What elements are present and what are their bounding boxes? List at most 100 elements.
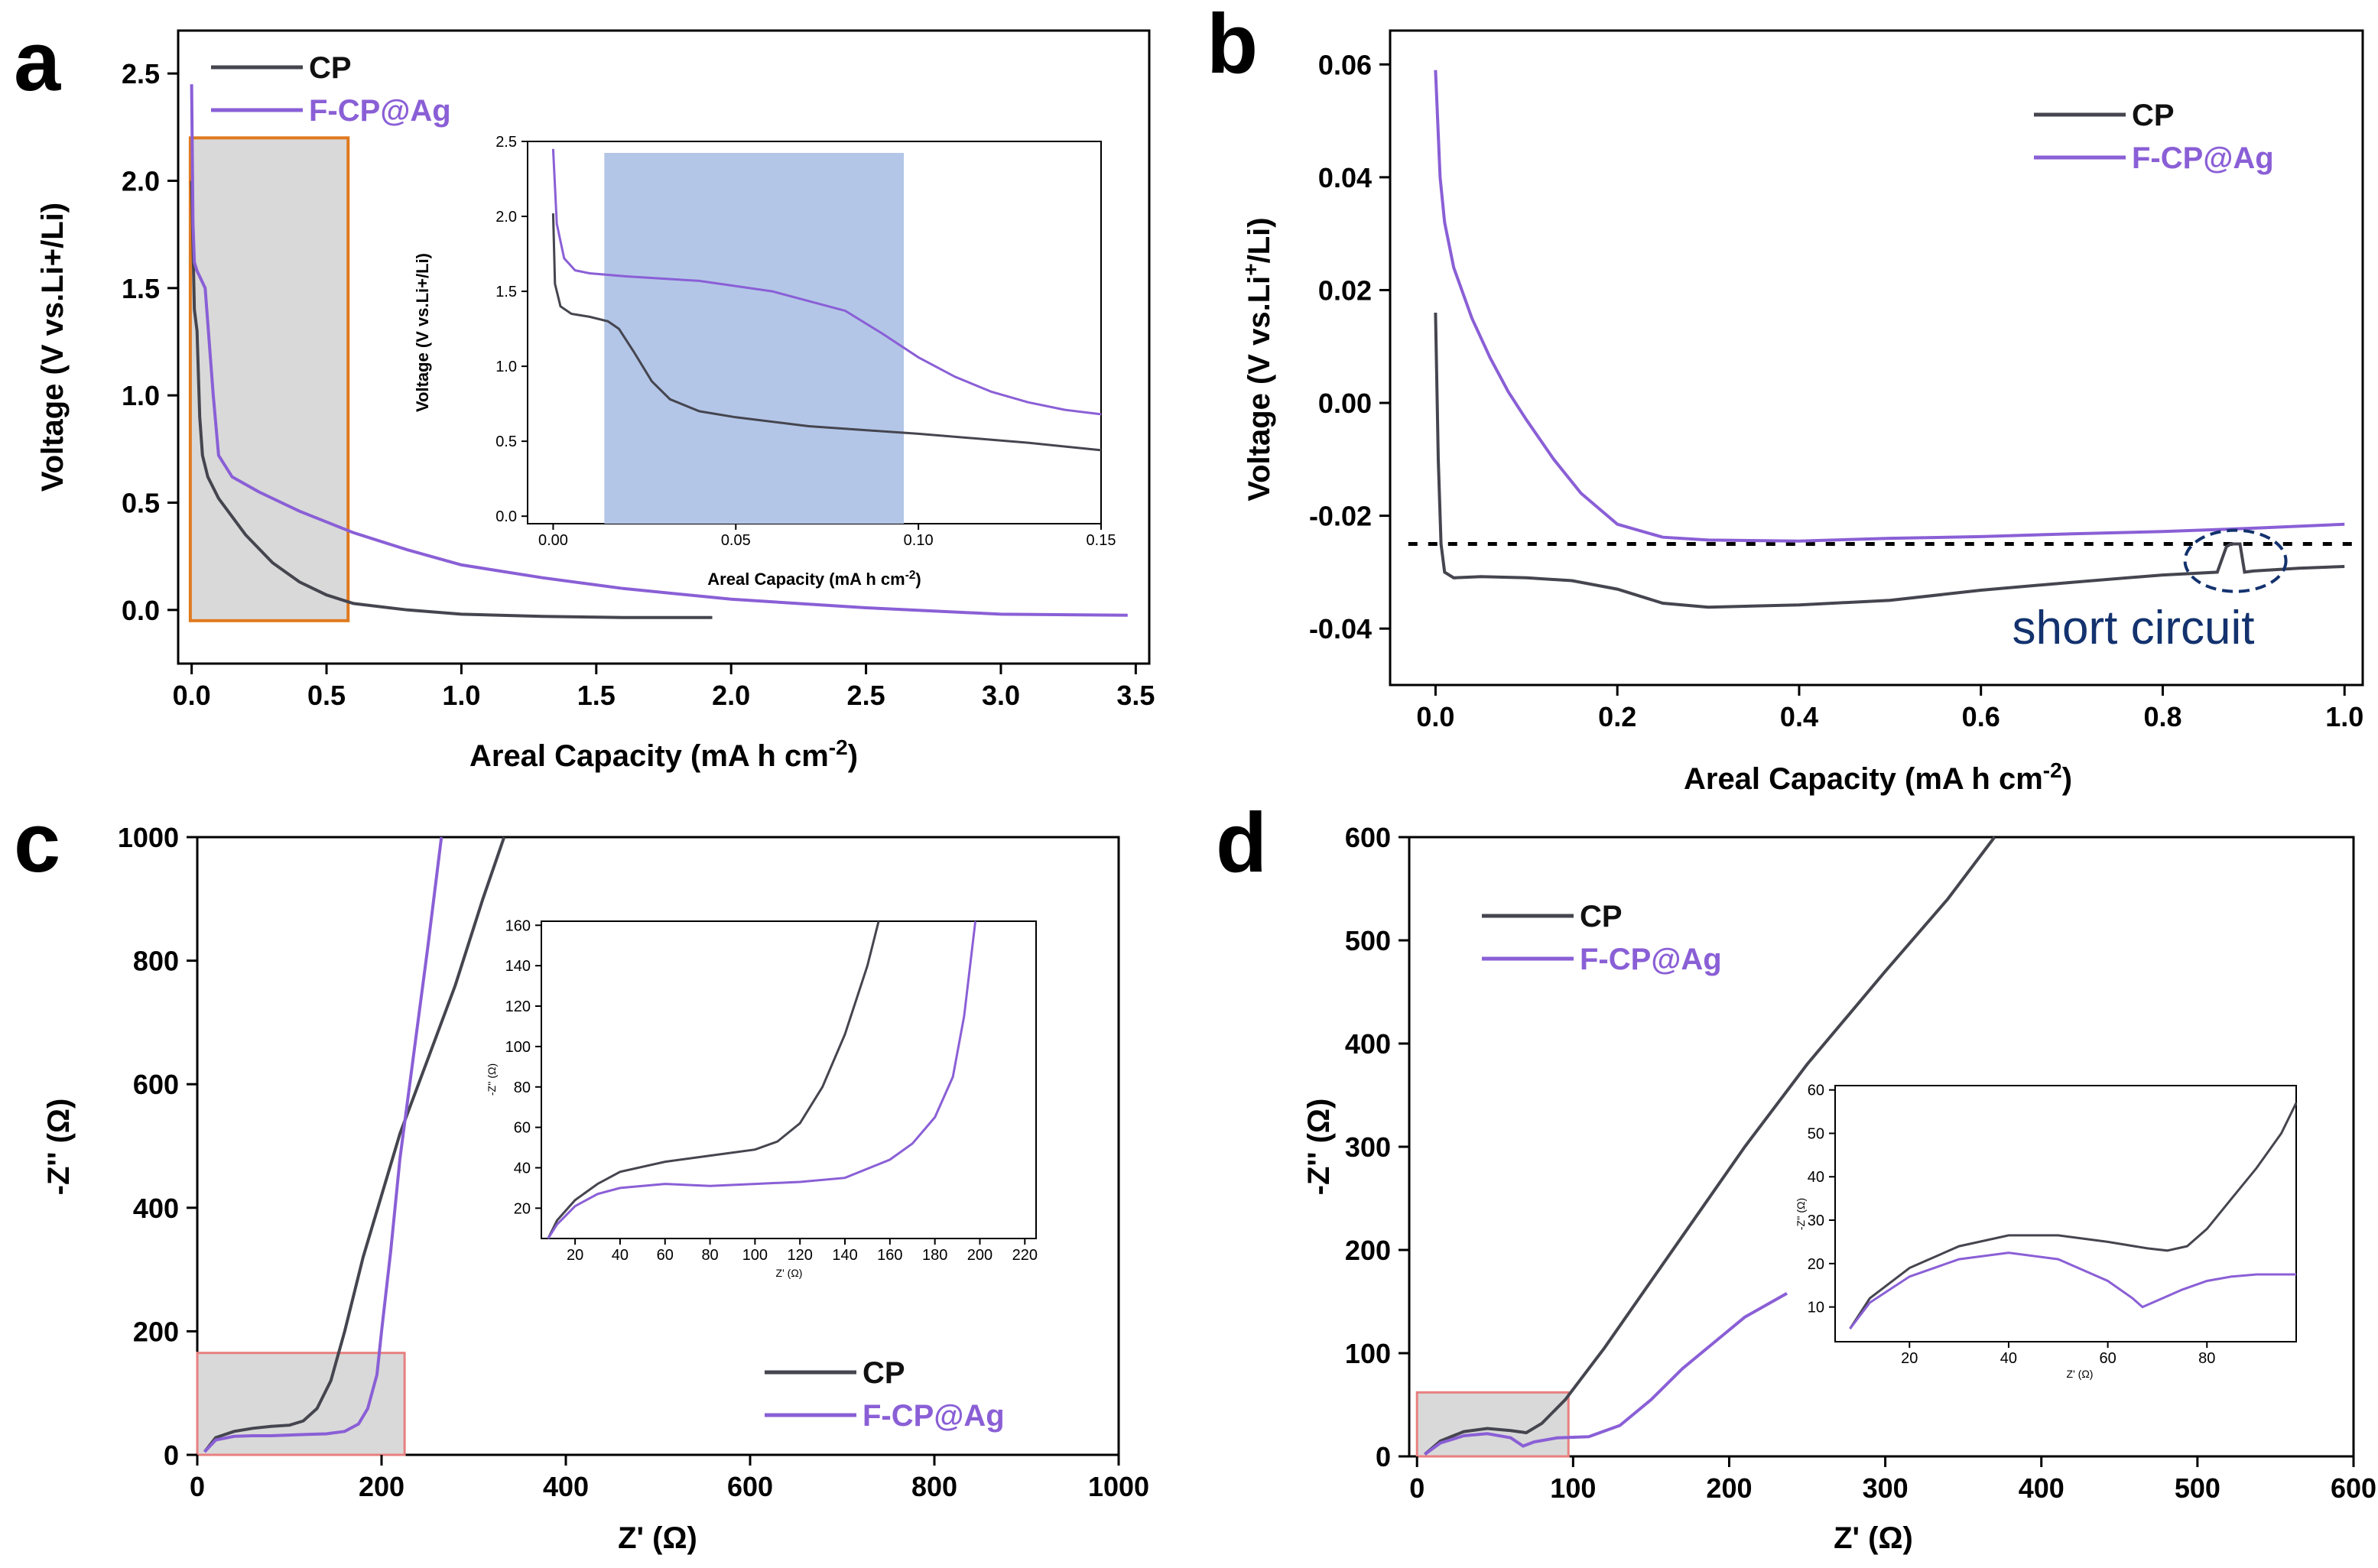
x-tick-label: 3.0 — [982, 680, 1020, 711]
legend-label-cp: CP — [863, 1356, 905, 1390]
x-tick-label: 200 — [1706, 1472, 1752, 1504]
y-tick-label: 200 — [133, 1316, 179, 1347]
series-line-cp — [1849, 1102, 2298, 1329]
y-tick-label: 2.0 — [495, 209, 517, 226]
x-tick-label: 0.15 — [1087, 532, 1116, 549]
series-line-cp — [547, 920, 880, 1239]
x-tick-label: 0.8 — [2143, 701, 2181, 732]
y-tick-label: 40 — [1808, 1169, 1824, 1186]
x-tick-label: 1000 — [1088, 1471, 1149, 1502]
x-tick-label: 600 — [2331, 1472, 2376, 1504]
y-tick-label: 120 — [505, 998, 531, 1015]
x-tick-label: 0.6 — [1962, 701, 2000, 732]
y-tick-label: 0.0 — [122, 595, 160, 626]
y-tick-label: 400 — [1345, 1028, 1391, 1060]
short-circuit-annotation: short circuit — [2013, 602, 2255, 654]
y-tick-label: 1.5 — [122, 273, 160, 304]
y-tick-label: -0.02 — [1309, 501, 1372, 532]
y-tick-label: 80 — [514, 1079, 531, 1096]
panel-c-axes: 0 200 400 600 800 1000 0 200 400 600 800 1000 Z' (Ω)… — [42, 822, 1149, 1555]
legend-label-f-cp-ag: F-CP@Ag — [863, 1399, 1005, 1433]
series-line-f-cp-ag — [203, 836, 443, 1453]
series-line-cp — [203, 836, 506, 1453]
x-tick-label: 0.05 — [721, 532, 751, 549]
y-tick-label: 2.5 — [495, 134, 517, 151]
y-tick-label: 1.0 — [495, 359, 517, 375]
y-tick-label: 0.00 — [1318, 388, 1372, 419]
panel-c-inset: 20 40 60 80 100 120 140 160 180 200 220 20 40 60 80 100… — [486, 917, 1038, 1279]
y-tick-label: 20 — [514, 1200, 531, 1217]
legend-label-cp: CP — [309, 51, 352, 85]
y-tick-label: 0.0 — [495, 508, 517, 525]
y-axis-title: Voltage (V vs.Li+/Li) — [1239, 217, 1277, 501]
x-tick-label: 1.0 — [442, 680, 480, 711]
x-tick-label: 1.5 — [577, 680, 616, 711]
y-tick-label: 300 — [1345, 1131, 1391, 1163]
y-tick-label: 0 — [1376, 1441, 1391, 1472]
x-tick-label: 200 — [359, 1471, 404, 1502]
x-tick-label: 20 — [567, 1247, 583, 1264]
x-tick-label: 0 — [1409, 1472, 1425, 1504]
inset-x-axis-title: Areal Capacity (mA h cm-2) — [707, 569, 921, 589]
panel-letter-d: d — [1216, 796, 1267, 890]
y-tick-label: 100 — [505, 1039, 531, 1056]
x-tick-label: 220 — [1012, 1247, 1038, 1264]
x-tick-label: 200 — [967, 1247, 992, 1264]
y-tick-label: 0.5 — [495, 433, 517, 450]
y-tick-label: 600 — [1345, 822, 1391, 853]
y-tick-label: 800 — [133, 946, 179, 977]
series-line-cp — [1434, 312, 2345, 609]
x-tick-label: 0.10 — [904, 532, 934, 549]
x-tick-label: 60 — [2099, 1350, 2116, 1367]
x-tick-label: 120 — [788, 1247, 813, 1264]
highlight-band — [604, 153, 905, 524]
y-tick-label: 2.5 — [122, 58, 160, 89]
panel-a-inset: 0.00 0.05 0.10 0.15 0.0 0.5 1.0 1.5 2.0 2.5 Areal … — [413, 134, 1116, 589]
y-tick-label: 0.5 — [122, 487, 160, 518]
panel-d-inset: 20 40 60 80 10 20 30 40 50 60 Z' (Ω) -Z'' (Ω) — [1795, 1083, 2298, 1380]
zoom-region-box — [1415, 1391, 1570, 1458]
panel-d-axes: 0 100 200 300 400 500 600 0 100 200 300 400 500 600 Z'… — [1302, 822, 2376, 1555]
legend-label-f-cp-ag: F-CP@Ag — [309, 94, 451, 128]
x-tick-label: 160 — [877, 1247, 902, 1264]
y-tick-label: 1.0 — [122, 380, 160, 411]
x-tick-label: 2.5 — [847, 680, 885, 711]
panel-letter-b: b — [1207, 0, 1258, 91]
series-line-f-cp-ag — [551, 148, 1102, 416]
y-tick-label: 30 — [1808, 1213, 1824, 1229]
panel-b-axes: short circuit 0.0 0.2 0.4 0.6 0.8 1.0 -0.04 -0.0… — [1239, 29, 2364, 796]
zoom-region-box — [196, 1352, 406, 1456]
x-tick-label: 400 — [2019, 1472, 2065, 1504]
panel-letter-a: a — [14, 15, 61, 109]
y-axis-title: -Z'' (Ω) — [42, 1099, 76, 1196]
x-tick-label: 100 — [742, 1247, 768, 1264]
y-tick-label: 100 — [1345, 1338, 1391, 1369]
y-tick-label: 20 — [1808, 1256, 1824, 1273]
panel-letter-c: c — [14, 796, 60, 890]
x-tick-label: 0.0 — [173, 680, 211, 711]
y-tick-label: 500 — [1345, 925, 1391, 956]
x-tick-label: 0.00 — [538, 532, 568, 549]
y-tick-label: 1.5 — [495, 284, 517, 300]
panel-c-axes-frame — [196, 836, 1120, 1456]
y-tick-label: 60 — [514, 1120, 531, 1137]
series-line-cp — [551, 213, 1102, 452]
x-tick-label: 600 — [727, 1471, 773, 1502]
y-tick-label: 0 — [164, 1440, 179, 1471]
x-tick-label: 140 — [832, 1247, 857, 1264]
inset-y-axis-title: -Z'' (Ω) — [1795, 1198, 1807, 1230]
x-tick-label: 60 — [657, 1247, 674, 1264]
x-tick-label: 3.5 — [1116, 680, 1155, 711]
x-tick-label: 1.0 — [2325, 701, 2363, 732]
series-line-f-cp-ag — [190, 84, 1128, 617]
x-tick-label: 80 — [2198, 1350, 2215, 1367]
legend-label-cp: CP — [1580, 900, 1623, 933]
series-line-f-cp-ag — [1849, 1251, 2296, 1329]
y-tick-label: 140 — [505, 958, 531, 975]
series-line-f-cp-ag — [547, 920, 977, 1239]
series-line-cp — [1424, 836, 1996, 1456]
y-tick-label: 40 — [514, 1160, 531, 1177]
y-tick-label: 200 — [1345, 1235, 1391, 1266]
panel-a-axes: 0.0 0.5 1.0 1.5 2.0 2.5 3.0 3.5 0.0 0.5 1.0 1.5 2.0 2… — [36, 29, 1155, 773]
x-tick-label: 0 — [190, 1471, 205, 1502]
